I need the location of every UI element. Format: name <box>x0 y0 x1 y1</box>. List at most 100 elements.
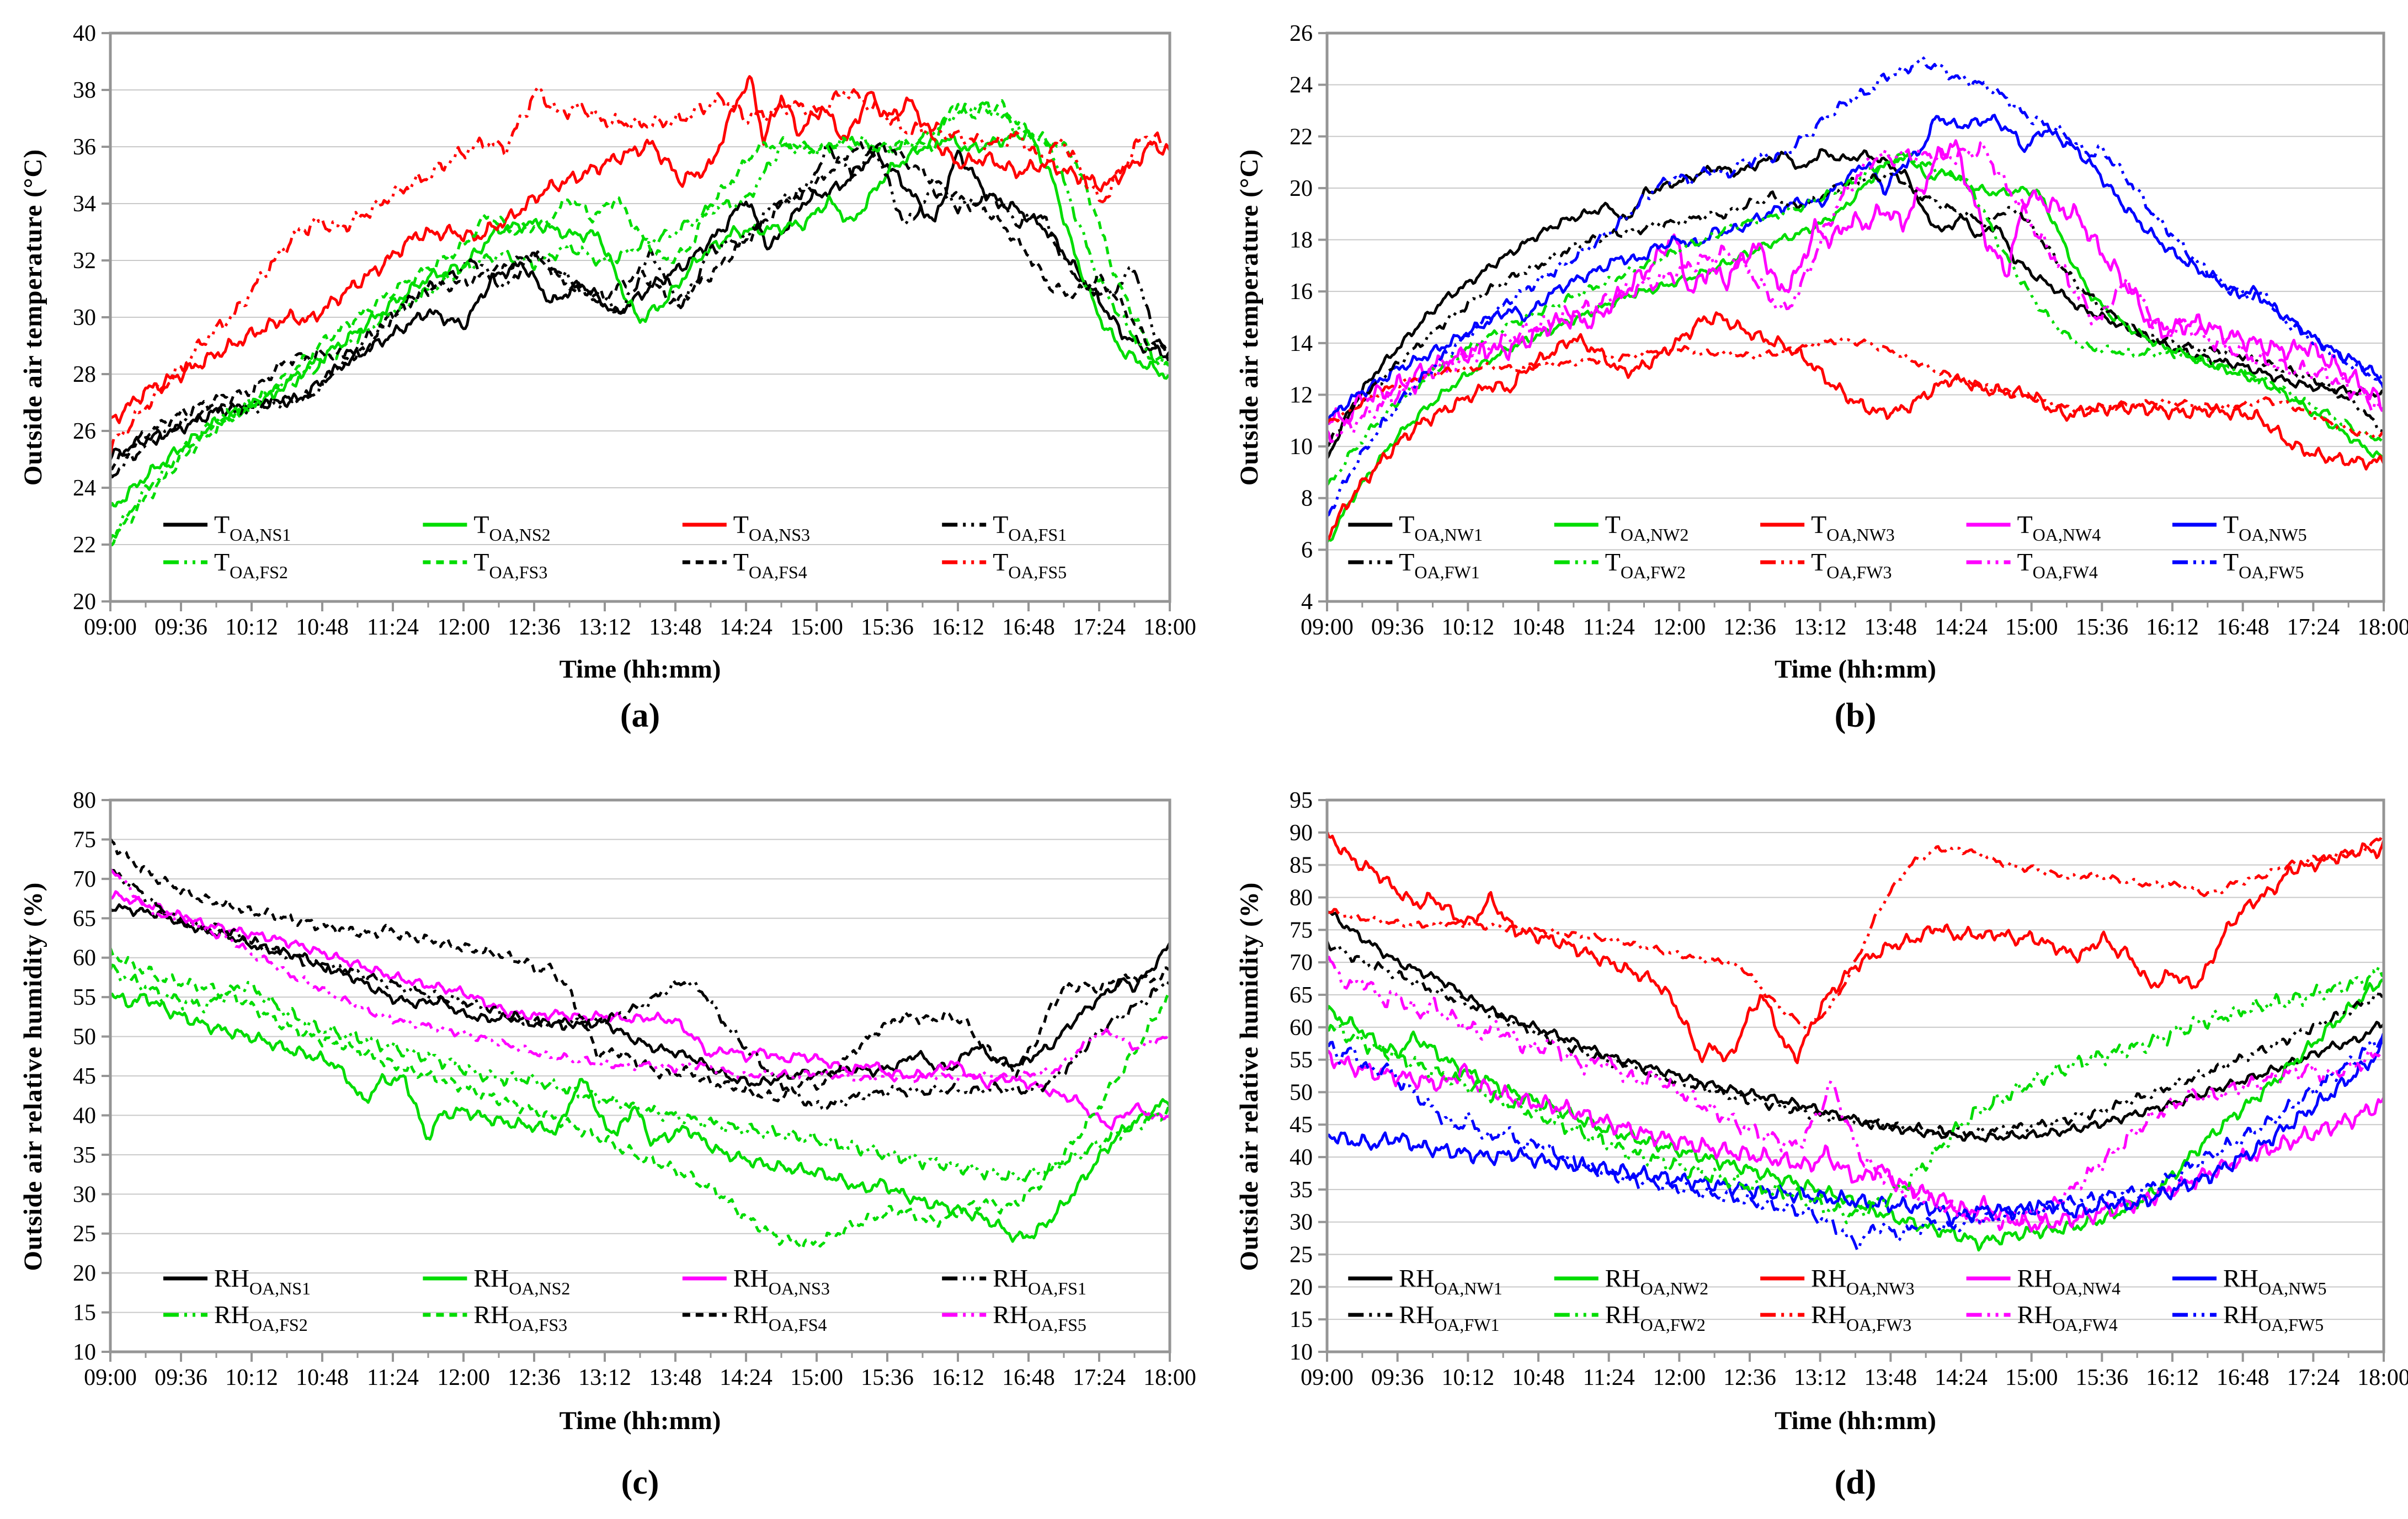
y-tick-label: 55 <box>1290 1048 1313 1073</box>
legend-label-OA,FS5: TOA,FS5 <box>993 548 1067 582</box>
x-tick-label: 10:48 <box>1512 615 1565 640</box>
series-line-RH-OA,NS3 <box>110 890 1170 1131</box>
x-tick-label: 13:12 <box>1794 615 1847 640</box>
legend-label-OA,FW3: RHOA,FW3 <box>1811 1301 1911 1335</box>
legend-label-OA,NW5: TOA,NW5 <box>2223 510 2307 545</box>
y-tick-label: 50 <box>73 1025 96 1050</box>
x-tick-label: 14:24 <box>1935 615 1988 640</box>
x-tick-label: 16:48 <box>2217 1365 2270 1390</box>
x-tick-label: 15:00 <box>790 1365 843 1390</box>
x-tick-label: 16:48 <box>1002 1365 1055 1390</box>
x-tick-label: 15:36 <box>2075 1365 2128 1390</box>
series-line-T-OA,FW4 <box>1327 140 2384 443</box>
x-tick-label: 16:48 <box>1002 615 1055 640</box>
y-tick-label: 65 <box>1290 983 1313 1008</box>
x-tick-label: 16:12 <box>931 615 984 640</box>
x-tick-label: 18:00 <box>1143 1365 1196 1390</box>
legend-label-OA,NS3: TOA,NS3 <box>733 510 810 545</box>
legend-label-OA,NW3: RHOA,NW3 <box>1811 1264 1914 1298</box>
x-tick-label: 10:48 <box>296 615 349 640</box>
legend-label-OA,NW4: RHOA,NW4 <box>2017 1264 2121 1298</box>
x-tick-label: 11:24 <box>367 615 419 640</box>
series-line-T-OA,NS2 <box>110 129 1170 508</box>
series-line-T-OA,NW1 <box>1327 148 2384 460</box>
x-tick-label: 09:36 <box>155 1365 207 1390</box>
panel-d: 10 15 20 25 30 35 40 45 50 55 60 65 70 75 80 85 90 95 09:0… <box>1204 759 2408 1519</box>
legend-label-OA,FS5: RHOA,FS5 <box>993 1301 1086 1335</box>
series-line-RH-OA,FS3 <box>110 947 1170 1250</box>
y-tick-label: 15 <box>1290 1307 1313 1333</box>
series-line-RH-OA,FW4 <box>1327 956 2384 1232</box>
x-tick-label: 14:24 <box>720 1365 773 1390</box>
legend-label-OA,NS2: TOA,NS2 <box>473 510 550 545</box>
x-tick-label: 09:36 <box>1371 615 1424 640</box>
y-tick-label: 45 <box>73 1064 96 1089</box>
series-lines <box>1327 55 2384 543</box>
axes: 20 22 24 26 28 30 32 34 36 38 40 09:00 09:36 10:12 10:… <box>73 21 1196 640</box>
legend-label-OA,NW1: TOA,NW1 <box>1399 510 1483 545</box>
legend-label-OA,NS1: TOA,NS1 <box>214 510 291 545</box>
y-tick-label: 10 <box>73 1340 96 1365</box>
x-tick-label: 13:12 <box>578 1365 631 1390</box>
x-tick-label: 09:00 <box>84 1365 137 1390</box>
legend-label-OA,FS1: RHOA,FS1 <box>993 1264 1086 1298</box>
y-tick-label: 95 <box>1290 788 1313 813</box>
x-tick-label: 10:12 <box>1441 1365 1494 1390</box>
legend: TOA,NS1 TOA,NS2 TOA,NS3 TOA,FS1 TOA,FS2 TOA,F… <box>163 510 1067 582</box>
x-tick-label: 12:36 <box>1723 615 1776 640</box>
x-tick-label: 15:36 <box>2075 615 2128 640</box>
legend: TOA,NW1 TOA,NW2 TOA,NW3 TOA,NW4 TOA,NW5TOA,F… <box>1348 510 2307 582</box>
y-tick-label: 24 <box>73 476 96 501</box>
legend-label-OA,FS2: RHOA,FS2 <box>214 1301 308 1335</box>
panel-caption-d: (d) <box>1834 1464 1877 1501</box>
series-line-T-OA,FW2 <box>1327 152 2384 486</box>
y-tick-label: 24 <box>1290 73 1313 98</box>
panel-caption-a: (a) <box>620 697 660 734</box>
y-tick-label: 60 <box>1290 1015 1313 1041</box>
x-axis-title-a: Time (hh:mm) <box>559 655 721 684</box>
series-line-RH-OA,NW5 <box>1327 1038 2384 1226</box>
plot-border <box>109 31 1171 603</box>
legend-label-OA,FW4: RHOA,FW4 <box>2017 1301 2118 1335</box>
legend-label-OA,FS4: RHOA,FS4 <box>733 1301 827 1335</box>
series-line-T-OA,FS1 <box>110 142 1170 478</box>
panel-a-chart: 20 22 24 26 28 30 32 34 36 38 40 09:00 09:36 10:12 10:… <box>73 21 1196 640</box>
x-tick-label: 15:00 <box>2005 615 2058 640</box>
series-line-T-OA,FS4 <box>110 140 1170 471</box>
legend-label-OA,FW2: TOA,FW2 <box>1605 548 1686 582</box>
y-tick-label: 12 <box>1290 382 1313 408</box>
x-tick-label: 13:12 <box>1794 1365 1847 1390</box>
x-tick-label: 09:00 <box>1301 1365 1354 1390</box>
panel-caption-b: (b) <box>1834 697 1877 734</box>
legend-label-OA,NW3: TOA,NW3 <box>1811 510 1895 545</box>
x-tick-label: 12:36 <box>1723 1365 1776 1390</box>
panel-b: 4 6 8 10 12 14 16 18 20 22 24 26 09:00 09:36 10:12 10:4… <box>1204 0 2408 759</box>
legend-label-OA,FW2: RHOA,FW2 <box>1605 1301 1706 1335</box>
y-tick-label: 60 <box>73 946 96 971</box>
y-tick-label: 75 <box>73 827 96 852</box>
series-line-T-OA,NW3 <box>1327 311 2384 541</box>
series-lines <box>110 75 1170 547</box>
y-tick-label: 35 <box>73 1143 96 1168</box>
y-tick-label: 30 <box>73 1182 96 1207</box>
series-line-RH-OA,FW5 <box>1327 1032 2384 1251</box>
legend-label-OA,FW5: RHOA,FW5 <box>2223 1301 2324 1335</box>
series-line-T-OA,FS5 <box>110 86 1170 455</box>
series-lines <box>110 838 1170 1250</box>
legend-label-OA,NW1: RHOA,NW1 <box>1399 1264 1502 1298</box>
x-tick-label: 11:24 <box>1583 615 1635 640</box>
x-tick-label: 18:00 <box>2357 615 2408 640</box>
series-line-RH-OA,FW1 <box>1327 940 2384 1138</box>
series-line-T-OA,NS1 <box>110 146 1170 461</box>
y-tick-label: 50 <box>1290 1080 1313 1105</box>
y-tick-label: 4 <box>1301 589 1313 615</box>
y-tick-label: 14 <box>1290 331 1313 356</box>
legend-label-OA,FS2: TOA,FS2 <box>214 548 288 582</box>
legend-label-OA,FW1: RHOA,FW1 <box>1399 1301 1499 1335</box>
y-tick-label: 25 <box>1290 1243 1313 1268</box>
x-tick-label: 16:12 <box>931 1365 984 1390</box>
legend-label-OA,FW4: TOA,FW4 <box>2017 548 2098 582</box>
x-tick-label: 10:12 <box>1441 615 1494 640</box>
x-tick-label: 18:00 <box>2357 1365 2408 1390</box>
legend-label-OA,NS2: RHOA,NS2 <box>473 1264 570 1298</box>
